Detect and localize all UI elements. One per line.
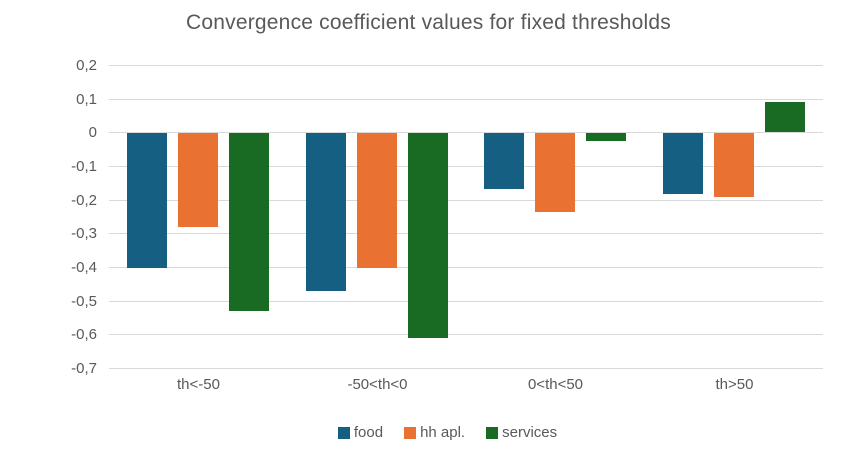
legend-item-hh-apl: hh apl. [404,424,465,441]
bar-services-50-th-0 [408,133,448,338]
x-axis-category-label: th>50 [715,376,754,393]
bar-hh-apl-th-50 [178,133,218,227]
bar-services-th-50 [765,102,805,132]
bar-hh-apl-50-th-0 [357,133,397,268]
legend-swatch-services-icon [486,426,499,439]
y-axis-tick-label: -0,5 [71,293,97,310]
legend: food hh apl. services [19,424,857,441]
legend-swatch-food-icon [337,426,350,439]
y-axis-tick-label: -0,4 [71,259,97,276]
y-axis-tick-label: -0,2 [71,192,97,209]
y-axis-tick-label: -0,3 [71,225,97,242]
y-axis-tick-label: 0 [88,124,97,141]
bar-services-th-50 [229,133,269,311]
gridline-y-0-3 [109,233,823,234]
gridline-y-0-1 [109,166,823,167]
gridline-y-0-6 [109,334,823,335]
y-axis-tick-label: -0,7 [71,360,97,377]
x-axis-category-label: th<-50 [177,376,220,393]
legend-item-food: food [337,424,384,441]
chart-title: Convergence coefficient values for fixed… [186,11,671,34]
legend-label-food: food [353,424,384,441]
bar-services-0-th-50 [586,133,626,141]
bar-hh-apl-0-th-50 [535,133,575,212]
gridline-y-0-1 [109,99,823,100]
gridline-y-0-2 [109,200,823,201]
legend-item-services: services [486,424,557,441]
legend-swatch-hh-apl-icon [404,426,417,439]
gridline-y-0-4 [109,267,823,268]
y-axis-tick-label: -0,1 [71,158,97,175]
bar-food-0-th-50 [484,133,524,189]
y-axis-tick-label: 0,2 [76,57,97,74]
bar-food-50-th-0 [306,133,346,291]
bar-food-th-50 [127,133,167,268]
x-axis-category-label: 0<th<50 [527,376,584,393]
x-axis-category-label: -50<th<0 [347,376,408,393]
gridline-y-0-7 [109,368,823,369]
legend-label-hh-apl: hh apl. [420,424,466,441]
y-axis-tick-label: -0,6 [71,326,97,343]
y-axis-tick-label: 0,1 [76,91,97,108]
bar-food-th-50 [663,133,703,194]
gridline-y-0-5 [109,301,823,302]
gridline-y-0 [109,132,823,133]
bar-hh-apl-th-50 [714,133,754,197]
gridline-y-0-2 [109,65,823,66]
legend-label-services: services [502,424,558,441]
